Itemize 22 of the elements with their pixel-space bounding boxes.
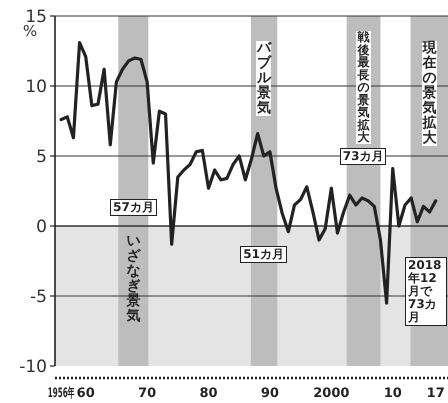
x-tick-label: 2000 (313, 386, 350, 401)
y-tick-label: 10 (25, 77, 47, 97)
annotation: 57カ月 (110, 199, 157, 216)
annotation: 現在の景気拡大 (422, 40, 438, 146)
annotation: バブル景気 (256, 40, 272, 116)
annotation: いざなぎ景気 (126, 233, 142, 324)
annotation: 51カ月 (240, 246, 287, 262)
text: 戦後最長の景気拡大 (357, 30, 370, 144)
y-axis-title: % (22, 22, 38, 40)
x-tick-label: 90 (260, 386, 279, 401)
y-tick-label: -5 (30, 287, 47, 307)
x-tick-label: 10 (384, 386, 402, 401)
y-tick-label: -10 (19, 357, 47, 377)
x-tick-label: 70 (138, 386, 156, 401)
x-tick-label: 60 (76, 386, 95, 401)
x-tick-label: 17 (426, 386, 445, 401)
x-tick-label: 80 (199, 386, 218, 401)
y-tick-label: 0 (36, 217, 47, 237)
y-tick-label: 5 (36, 147, 47, 167)
x-tick-label: 1956年 (48, 386, 74, 401)
annotation: 2018年12月で73カ月 (405, 257, 447, 326)
annotation: 73カ月 (340, 148, 386, 164)
